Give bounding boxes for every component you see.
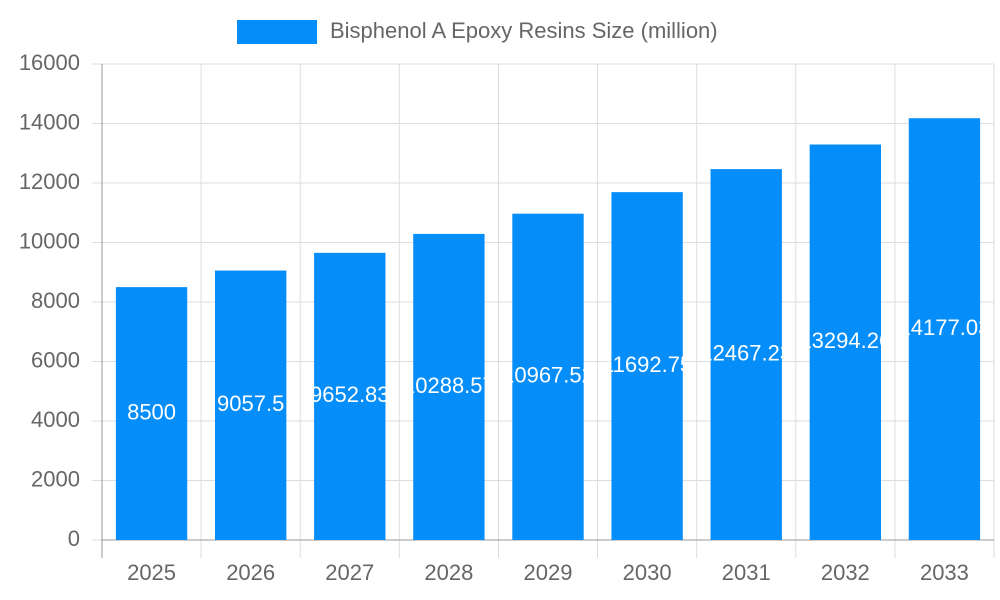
bar — [710, 169, 782, 540]
bar — [214, 270, 287, 540]
x-tick-label: 2028 — [424, 560, 473, 585]
bar — [314, 252, 386, 540]
bar — [611, 192, 683, 540]
bar — [413, 233, 485, 540]
y-tick-label: 12000 — [19, 169, 80, 194]
data-label: 12467.23 — [700, 340, 792, 365]
legend-swatch[interactable] — [237, 20, 317, 44]
y-tick-label: 8000 — [31, 288, 80, 313]
data-label: 10967.52 — [502, 363, 594, 388]
x-tick-label: 2033 — [920, 560, 969, 585]
x-tick-label: 2032 — [821, 560, 870, 585]
data-label: 10288.57 — [403, 373, 495, 398]
y-tick-label: 6000 — [31, 347, 80, 372]
x-tick-label: 2026 — [226, 560, 275, 585]
data-label: 11692.75 — [602, 352, 692, 377]
y-tick-label: 0 — [68, 526, 80, 551]
data-label: 9057.5 — [217, 391, 284, 416]
data-label: 13294.26 — [799, 328, 891, 353]
y-tick-label: 10000 — [19, 228, 80, 253]
data-label: 9652.83 — [310, 382, 390, 407]
x-tick-label: 2029 — [524, 560, 573, 585]
y-tick-label: 4000 — [31, 407, 80, 432]
bar — [512, 213, 584, 540]
data-label: 14177.03 — [899, 315, 991, 340]
x-tick-label: 2030 — [623, 560, 672, 585]
bar — [908, 118, 981, 540]
legend-label[interactable]: Bisphenol A Epoxy Resins Size (million) — [330, 18, 718, 43]
x-tick-label: 2031 — [722, 560, 771, 585]
bar — [809, 144, 882, 540]
x-tick-label: 2027 — [325, 560, 374, 585]
y-tick-label: 14000 — [19, 109, 80, 134]
bar — [115, 287, 188, 540]
y-tick-label: 2000 — [31, 466, 80, 491]
x-tick-label: 2025 — [127, 560, 176, 585]
data-label: 8500 — [127, 399, 176, 424]
y-tick-label: 16000 — [19, 50, 80, 75]
